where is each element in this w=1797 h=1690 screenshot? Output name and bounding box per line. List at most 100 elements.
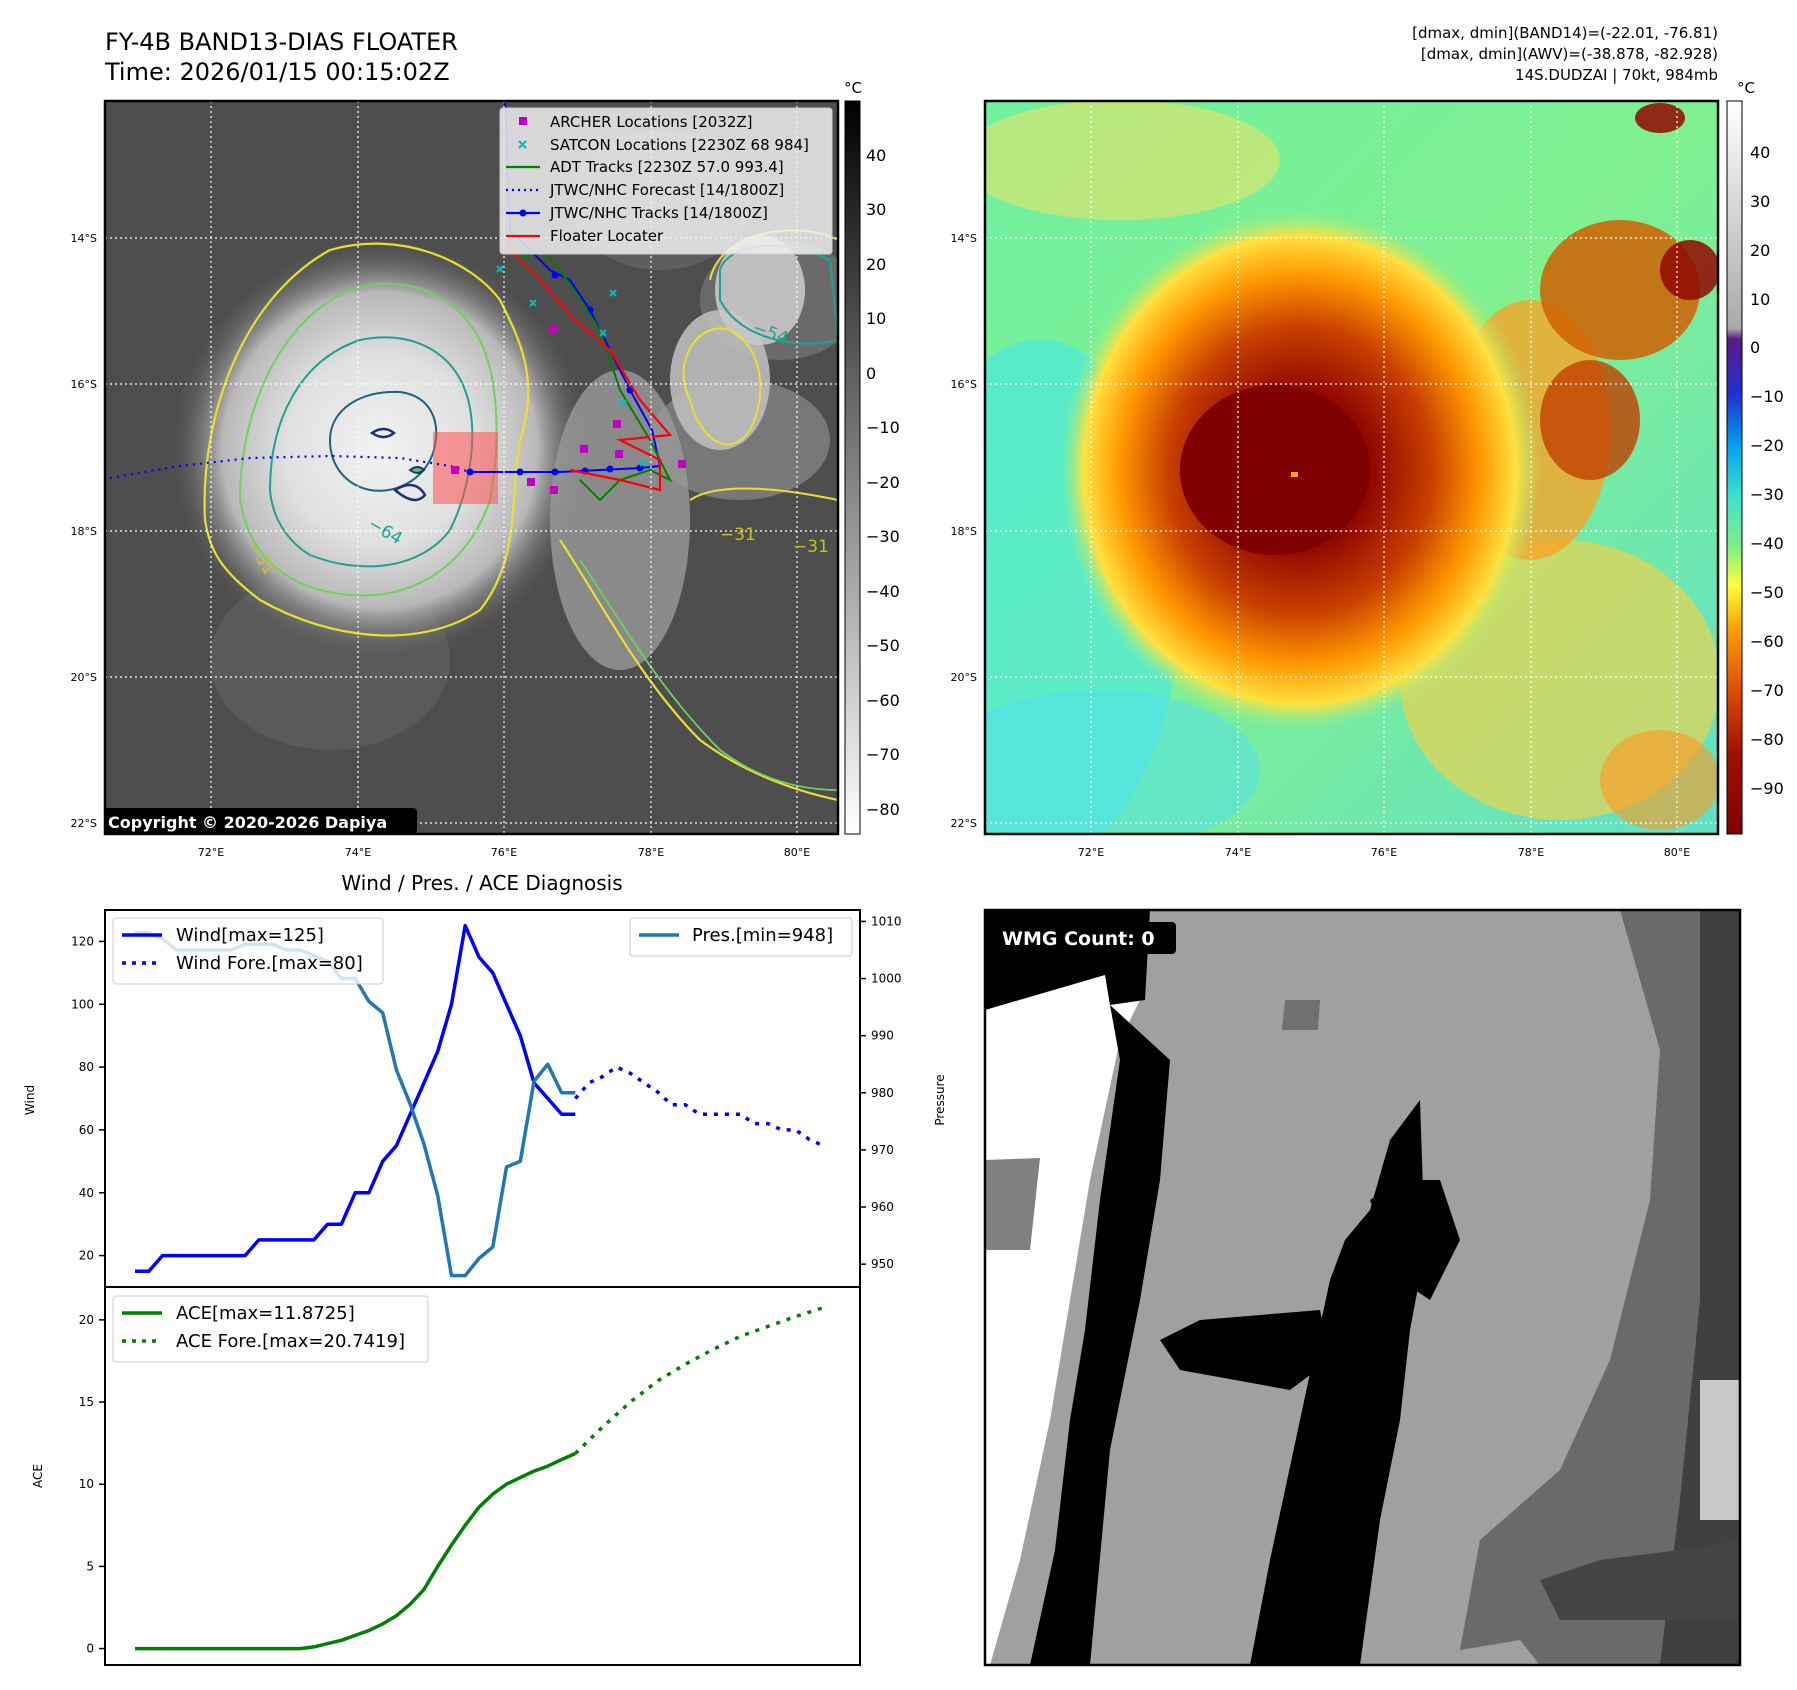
svg-text:20°S: 20°S: [71, 671, 97, 684]
jtwc-forecast-track: [109, 454, 471, 480]
wmg-count: WMG Count: 0: [1002, 928, 1155, 950]
svg-text:20: 20: [866, 255, 886, 274]
floater-track: [499, 239, 673, 492]
ir-colorbar-unit: °C: [844, 79, 862, 97]
wmg-label-box: [985, 922, 1176, 954]
wv-colorbar-ticks: 40 30 20 10 0 −10 −20 −30 −40 −50 −60 −7…: [1750, 143, 1784, 798]
svg-text:74°E: 74°E: [345, 846, 371, 859]
legend-floater-label: Floater Locater: [550, 227, 664, 245]
svg-text:78°E: 78°E: [1518, 846, 1544, 859]
legend-jtwc-label: JTWC/NHC Tracks [14/1800Z]: [549, 204, 768, 222]
band14-range: [dmax, dmin](BAND14)=(-22.01, -76.81): [1412, 24, 1718, 42]
copyright-box: [105, 808, 417, 834]
wind-y-ticks: 20 40 60 80 100 120: [71, 934, 105, 1263]
archer-locations: [451, 326, 686, 494]
svg-text:0: 0: [1750, 338, 1760, 357]
ir-lat-ticks: 14°S 16°S 18°S 20°S 22°S: [71, 232, 97, 830]
y-tick-label: 5: [86, 1559, 94, 1573]
ir-legend: ARCHER Locations [2032Z] SATCON Location…: [499, 107, 833, 255]
legend-adt-label: ADT Tracks [2230Z 57.0 993.4]: [550, 158, 784, 176]
svg-text:22°S: 22°S: [71, 817, 97, 830]
wmg-frame: [983, 908, 1742, 1667]
legend-ace-label: ACE[max=11.8725]: [176, 1303, 355, 1324]
svg-text:78°E: 78°E: [638, 846, 664, 859]
svg-text:−30: −30: [866, 527, 900, 546]
svg-text:−90: −90: [1750, 779, 1784, 798]
awv-range: [dmax, dmin](AWV)=(-38.878, -82.928): [1421, 45, 1718, 63]
y-tick-label: 120: [71, 934, 94, 948]
ace-series: [135, 1306, 824, 1651]
figure-title: FY-4B BAND13-DIAS FLOATER: [105, 28, 458, 56]
y-tick-label: 60: [79, 1123, 94, 1137]
svg-text:14°S: 14°S: [71, 232, 97, 245]
svg-text:−20: −20: [1750, 436, 1784, 455]
series-line-ace-fore: [574, 1306, 824, 1455]
svg-text:10: 10: [866, 309, 886, 328]
contour-40: [238, 282, 498, 597]
svg-text:16°S: 16°S: [71, 378, 97, 391]
svg-text:74°E: 74°E: [1225, 846, 1251, 859]
svg-text:30: 30: [866, 200, 886, 219]
svg-text:76°E: 76°E: [491, 846, 517, 859]
ir-storm-cloud: [170, 240, 590, 660]
ace-axis-label: ACE: [31, 1464, 45, 1488]
svg-text:20: 20: [1750, 241, 1770, 260]
wv-panel: 14°S 16°S 18°S 20°S 22°S 72°E 74°E 76°E …: [951, 79, 1784, 859]
wv-frame: [983, 99, 1720, 836]
series-line-wind: [135, 923, 576, 1274]
y-tick-label: 80: [79, 1060, 94, 1074]
wv-colorbar-unit: °C: [1737, 79, 1755, 97]
svg-text:80°E: 80°E: [1664, 846, 1690, 859]
svg-text:−30: −30: [1750, 485, 1784, 504]
y-tick-label: 990: [871, 1029, 894, 1043]
svg-text:−10: −10: [1750, 387, 1784, 406]
y-tick-label: 960: [871, 1200, 894, 1214]
y-tick-label: 1010: [871, 914, 902, 928]
copyright: Copyright © 2020-2026 Dapiya: [108, 813, 387, 832]
legend-wind-label: Wind[max=125]: [176, 925, 324, 946]
legend-pressure-label: Pres.[min=948]: [692, 925, 833, 946]
contour-label-31b: −31: [720, 525, 756, 545]
y-tick-label: 980: [871, 1086, 894, 1100]
series-line-ace: [135, 1451, 577, 1651]
y-tick-label: 100: [71, 997, 94, 1011]
wv-lon-ticks: 72°E 74°E 76°E 78°E 80°E: [1078, 846, 1690, 859]
ir-panel: −64 −54 −31 −31 −31 ARCHER Locations [20…: [71, 79, 900, 859]
ace-legend: ACE[max=11.8725] ACE Fore.[max=20.7419]: [112, 1295, 429, 1363]
ir-colorbar-ticks: 40 30 20 10 0 −10 −20 −30 −40 −50 −60 −7…: [866, 146, 900, 819]
pres-y-ticks: 950 960 970 980 990 1000 1010: [860, 914, 902, 1271]
svg-text:40: 40: [866, 146, 886, 165]
wind-legend: Wind[max=125] Wind Fore.[max=80]: [112, 917, 384, 985]
y-tick-label: 20: [79, 1249, 94, 1263]
contour-31: [203, 242, 530, 637]
wmg-black-band: [1250, 1100, 1425, 1665]
y-tick-label: 950: [871, 1257, 894, 1271]
svg-text:−60: −60: [866, 691, 900, 710]
y-tick-label: 1000: [871, 972, 902, 986]
wv-storm-core: [1180, 385, 1370, 555]
legend-satcon-label: SATCON Locations [2230Z 68 984]: [550, 136, 809, 154]
svg-text:−20: −20: [866, 473, 900, 492]
y-tick-label: 40: [79, 1186, 94, 1200]
legend-wind-forecast-label: Wind Fore.[max=80]: [176, 953, 363, 974]
wind-series: [135, 923, 824, 1274]
svg-text:14°S: 14°S: [951, 232, 977, 245]
contour-label-31c: −31: [793, 537, 829, 557]
legend-archer-marker: [519, 117, 527, 125]
wv-colorbar: [1726, 100, 1743, 835]
y-tick-label: 15: [79, 1395, 94, 1409]
y-tick-label: 20: [79, 1313, 94, 1327]
svg-text:72°E: 72°E: [198, 846, 224, 859]
svg-text:−50: −50: [1750, 583, 1784, 602]
pressure-axis-label: Pressure: [933, 1074, 947, 1125]
wv-lat-ticks: 14°S 16°S 18°S 20°S 22°S: [951, 232, 977, 830]
svg-text:18°S: 18°S: [951, 525, 977, 538]
svg-text:40: 40: [1750, 143, 1770, 162]
ir-grid: [105, 101, 838, 834]
svg-text:22°S: 22°S: [951, 817, 977, 830]
svg-text:80°E: 80°E: [784, 846, 810, 859]
ace-y-ticks: 0 5 10 15 20: [79, 1313, 105, 1656]
wv-grid: [985, 101, 1718, 834]
svg-text:−50: −50: [866, 636, 900, 655]
